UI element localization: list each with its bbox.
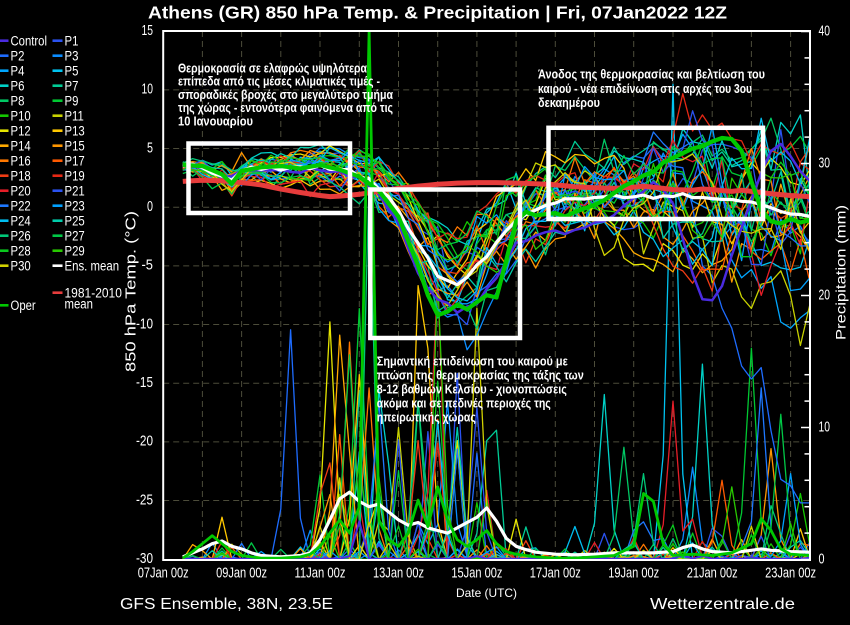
svg-text:Precipitation (mm): Precipitation (mm) [833, 205, 849, 340]
svg-text:10: 10 [142, 82, 154, 98]
svg-text:P20: P20 [11, 183, 31, 198]
svg-text:1981-2010: 1981-2010 [65, 285, 122, 300]
svg-text:P23: P23 [65, 198, 85, 213]
svg-text:της χώρας - εντονότερα φαινόμε: της χώρας - εντονότερα φαινόμενα από τις [178, 101, 393, 115]
svg-text:P2: P2 [11, 48, 25, 63]
svg-text:20: 20 [819, 287, 831, 303]
svg-text:καιρού - νέα επιδείνωση στις α: καιρού - νέα επιδείνωση στις αρχές του 3… [538, 82, 752, 96]
svg-text:δεκαημέρου: δεκαημέρου [538, 96, 600, 110]
svg-text:P8: P8 [11, 93, 25, 108]
svg-text:P13: P13 [65, 123, 85, 138]
svg-text:σποραδικές βροχές στο μεγαλύτε: σποραδικές βροχές στο μεγαλύτερο τμήμα [178, 88, 393, 102]
svg-text:P3: P3 [65, 48, 79, 63]
svg-text:0: 0 [147, 199, 153, 215]
svg-text:πτώση της θερμοκρασίας της τάξ: πτώση της θερμοκρασίας της τάξης των [377, 369, 584, 383]
svg-text:ηπειρωτικής χώρας: ηπειρωτικής χώρας [377, 411, 476, 425]
svg-text:P11: P11 [65, 108, 84, 123]
svg-text:13Jan 00z: 13Jan 00z [373, 565, 424, 582]
svg-text:Άνοδος της θερμοκρασίας και βε: Άνοδος της θερμοκρασίας και βελτίωση του [538, 68, 765, 82]
svg-text:P24: P24 [11, 213, 32, 228]
svg-text:Date (UTC): Date (UTC) [456, 586, 517, 600]
svg-text:P27: P27 [65, 228, 85, 243]
svg-text:Wetterzentrale.de: Wetterzentrale.de [650, 596, 795, 613]
svg-text:GFS Ensemble, 38N, 23.5E: GFS Ensemble, 38N, 23.5E [120, 596, 333, 613]
svg-text:P21: P21 [65, 183, 85, 198]
svg-text:P22: P22 [11, 198, 31, 213]
svg-text:P9: P9 [65, 93, 79, 108]
svg-text:-30: -30 [136, 551, 153, 567]
svg-text:30: 30 [819, 155, 831, 171]
svg-text:Σημαντική επιδείνωση του καιρο: Σημαντική επιδείνωση του καιρού με [377, 355, 568, 369]
svg-text:P10: P10 [11, 108, 31, 123]
svg-text:P18: P18 [11, 168, 31, 183]
svg-text:40: 40 [819, 23, 831, 39]
svg-text:ακόμα και σε πεδινές περιοχές: ακόμα και σε πεδινές περιοχές της [377, 397, 551, 411]
svg-text:P16: P16 [11, 153, 31, 168]
svg-text:5: 5 [147, 140, 153, 156]
svg-text:10: 10 [819, 419, 831, 435]
svg-text:P14: P14 [11, 138, 32, 153]
svg-text:P1: P1 [65, 33, 79, 48]
svg-text:15: 15 [142, 23, 154, 39]
svg-text:8-12 βαθμών Κελσίου - χιονοπτώ: 8-12 βαθμών Κελσίου - χιονοπτώσεις [377, 383, 567, 397]
svg-text:P19: P19 [65, 168, 85, 183]
svg-text:09Jan 00z: 09Jan 00z [216, 565, 267, 582]
svg-text:-15: -15 [136, 375, 153, 391]
svg-text:P25: P25 [65, 213, 85, 228]
svg-text:19Jan 00z: 19Jan 00z [608, 565, 659, 582]
svg-text:Athens (GR) 850 hPa Temp. &: Athens (GR) 850 hPa Temp. & Precipitatio… [148, 3, 727, 23]
svg-text:23Jan 00z: 23Jan 00z [765, 565, 816, 582]
svg-text:P28: P28 [11, 243, 31, 258]
svg-text:Oper: Oper [11, 298, 37, 313]
svg-text:mean: mean [65, 297, 93, 312]
svg-text:850 hPa Temp. (°C): 850 hPa Temp. (°C) [123, 211, 140, 372]
svg-text:-25: -25 [136, 492, 153, 508]
svg-text:11Jan 00z: 11Jan 00z [295, 565, 346, 582]
svg-text:P12: P12 [11, 123, 31, 138]
svg-text:0: 0 [819, 551, 825, 567]
svg-text:Ens. mean: Ens. mean [65, 258, 120, 273]
svg-text:-10: -10 [136, 316, 153, 332]
svg-text:P15: P15 [65, 138, 85, 153]
svg-text:17Jan 00z: 17Jan 00z [530, 565, 581, 582]
svg-text:P5: P5 [65, 63, 79, 78]
svg-text:07Jan 00z: 07Jan 00z [138, 565, 189, 582]
svg-text:21Jan 00z: 21Jan 00z [687, 565, 738, 582]
svg-text:P17: P17 [65, 153, 85, 168]
svg-text:P6: P6 [11, 78, 25, 93]
svg-text:P30: P30 [11, 258, 31, 273]
svg-text:επίπεδα από τις μέσες κλιματικ: επίπεδα από τις μέσες κλιματικές τιμές - [178, 75, 380, 89]
svg-text:P26: P26 [11, 228, 31, 243]
svg-text:15Jan 00z: 15Jan 00z [451, 565, 502, 582]
svg-text:-20: -20 [136, 434, 153, 450]
svg-text:P7: P7 [65, 78, 79, 93]
svg-text:10 Ιανουαρίου: 10 Ιανουαρίου [178, 114, 253, 128]
svg-text:P4: P4 [11, 63, 25, 78]
svg-text:Control: Control [11, 33, 48, 48]
svg-text:P29: P29 [65, 243, 85, 258]
svg-text:Θερμοκρασία σε ελαφρώς υψηλότε: Θερμοκρασία σε ελαφρώς υψηλότερα [178, 62, 367, 76]
svg-text:-5: -5 [142, 258, 154, 274]
